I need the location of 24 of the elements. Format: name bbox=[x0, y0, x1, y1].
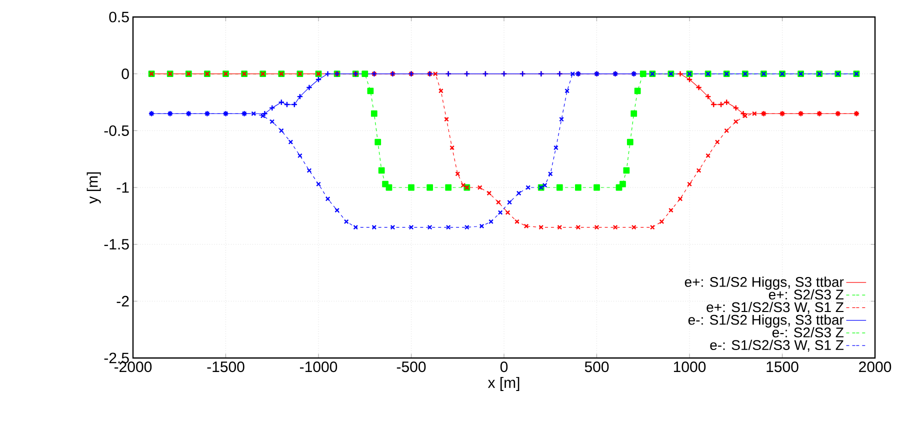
legend-label: e-: S1/S2 Higgs, S3 ttbar bbox=[688, 314, 844, 328]
y-tick-label: 0 bbox=[122, 68, 129, 80]
y-tick-label: -1.5 bbox=[104, 239, 129, 250]
legend-label: e+: S1/S2 Higgs, S3 ttbar bbox=[684, 276, 844, 290]
legend-label: e-: S1/S2/S3 W, S1 Z bbox=[710, 340, 844, 352]
x-tick-label: 2000 bbox=[859, 362, 892, 372]
y-tick-label: -2.5 bbox=[104, 352, 129, 364]
legend-label: e+: S2/S3 Z bbox=[768, 289, 844, 300]
x-tick-label: -1500 bbox=[207, 362, 244, 372]
x-axis-title: x [m] bbox=[488, 376, 520, 391]
y-tick-label: -0.5 bbox=[104, 125, 129, 136]
legend-label: e+: S1/S2/S3 W, S1 Z bbox=[706, 302, 844, 314]
y-tick-label: -2 bbox=[116, 296, 129, 306]
y-axis-title: y [m] bbox=[86, 172, 101, 204]
x-tick-label: 0 bbox=[500, 362, 508, 372]
legend-label: e-: S2/S3 Z bbox=[772, 327, 844, 338]
x-tick-label: -1000 bbox=[300, 362, 338, 372]
x-tick-label: 1000 bbox=[674, 362, 706, 372]
x-tick-label: 500 bbox=[584, 362, 609, 372]
x-tick-label: -500 bbox=[396, 362, 426, 372]
y-tick-label: -1 bbox=[116, 182, 129, 193]
x-tick-label: -2000 bbox=[114, 362, 152, 372]
x-tick-label: 1500 bbox=[766, 362, 798, 372]
y-tick-label: 0.5 bbox=[109, 12, 129, 22]
